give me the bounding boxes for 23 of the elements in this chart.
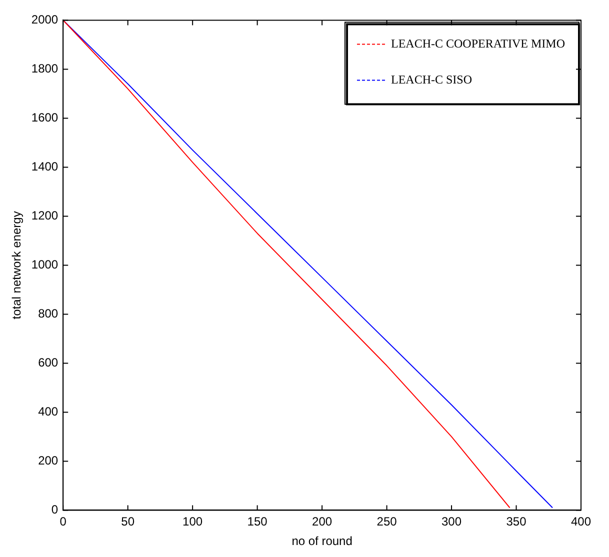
y-tick-label: 200: [38, 454, 58, 468]
x-tick-label: 50: [121, 514, 135, 529]
x-tick-label: 100: [182, 514, 203, 529]
x-tick-label: 200: [312, 514, 332, 529]
y-tick-label: 1000: [31, 258, 58, 272]
y-tick-label: 1400: [31, 160, 58, 174]
x-tick-label: 350: [506, 514, 527, 529]
y-tick-label: 1800: [31, 62, 58, 76]
x-axis-title: no of round: [292, 534, 352, 548]
y-tick-label: 1600: [31, 110, 58, 125]
x-tick-label: 400: [570, 514, 592, 529]
y-tick-label: 600: [38, 356, 58, 370]
x-tick-label: 300: [442, 514, 462, 529]
legend-label: LEACH-C COOPERATIVE MIMO: [391, 36, 566, 50]
x-tick-label: 150: [247, 514, 268, 529]
y-tick-label: 0: [51, 502, 58, 517]
x-tick-label: 250: [376, 514, 398, 529]
y-tick-label: 2000: [31, 12, 58, 27]
y-tick-label: 1200: [31, 208, 58, 223]
y-tick-label: 400: [38, 404, 58, 419]
legend-label: LEACH-C SISO: [391, 72, 472, 86]
y-tick-label: 800: [38, 306, 58, 321]
y-axis-title: total network energy: [10, 211, 24, 320]
